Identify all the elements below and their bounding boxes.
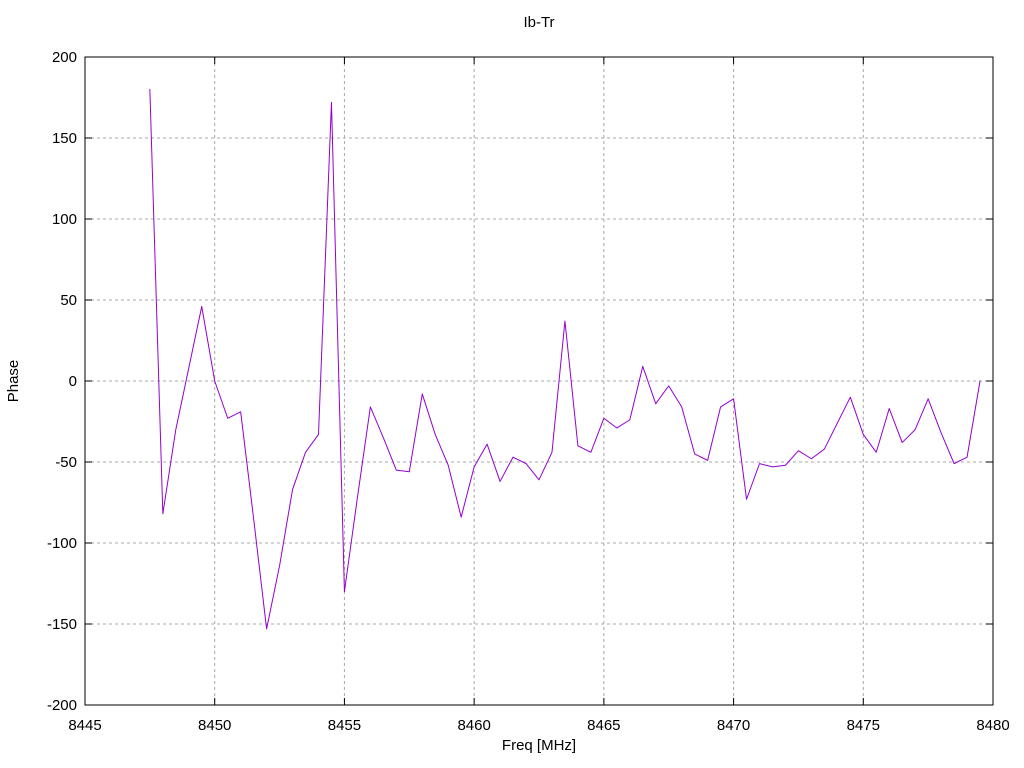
x-tick-label: 8475 xyxy=(847,717,880,734)
x-tick-label: 8465 xyxy=(587,717,620,734)
y-tick-label: -150 xyxy=(47,616,77,633)
phase-trace-line xyxy=(149,88,981,630)
plot-border xyxy=(84,56,994,706)
x-tick-label: 8445 xyxy=(68,717,101,734)
tick-labels: 8445 8450 8455 8460 8465 8470 8475 8480 -200 -150… xyxy=(47,49,1010,734)
plot-border-rect xyxy=(84,56,994,706)
x-tick-label: 8470 xyxy=(717,717,750,734)
y-tick-label: -50 xyxy=(55,454,77,471)
y-tick-label: 50 xyxy=(60,292,77,309)
y-tick-label: -200 xyxy=(47,697,77,714)
grid-lines xyxy=(84,56,994,706)
chart-title: Ib-Tr xyxy=(523,14,554,31)
x-tick-label: 8455 xyxy=(328,717,361,734)
x-tick-label: 8480 xyxy=(976,717,1009,734)
x-tick-label: 8450 xyxy=(198,717,231,734)
y-tick-label: -100 xyxy=(47,535,77,552)
x-axis-label: Freq [MHz] xyxy=(502,737,576,754)
y-tick-label: 150 xyxy=(52,130,77,147)
y-axis-label: Phase xyxy=(5,360,22,403)
x-tick-label: 8460 xyxy=(457,717,490,734)
data-line xyxy=(149,88,981,630)
y-tick-label: 100 xyxy=(52,211,77,228)
y-tick-label: 0 xyxy=(69,373,77,390)
axis-ticks xyxy=(84,56,994,706)
y-tick-label: 200 xyxy=(52,49,77,66)
